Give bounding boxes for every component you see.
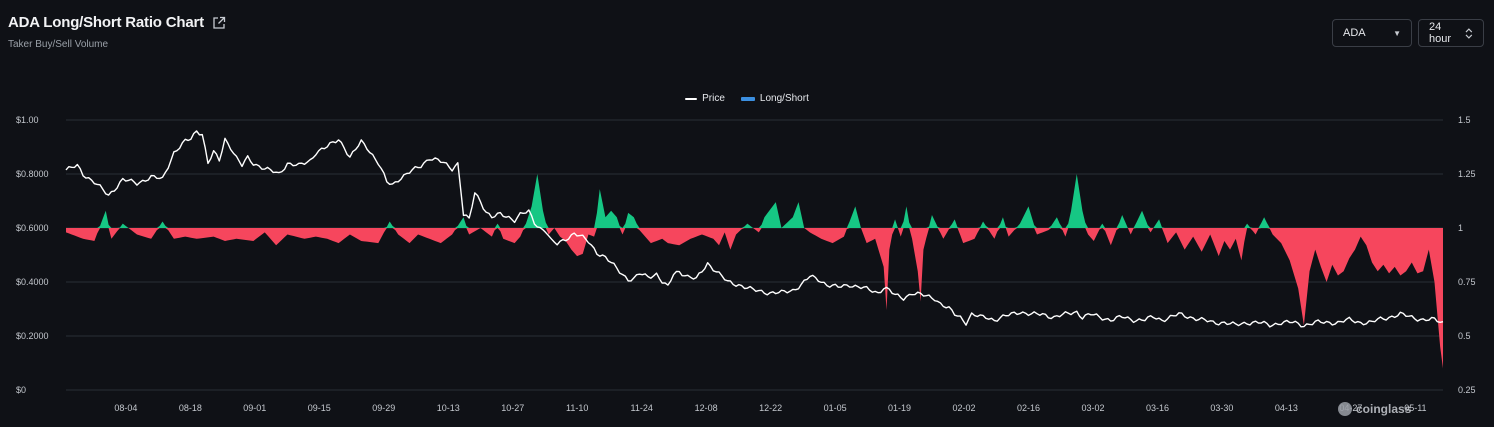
x-tick-label: 09-01 <box>243 403 266 413</box>
x-tick-label: 05-11 <box>1404 403 1426 413</box>
x-tick-label: 02-16 <box>1017 403 1040 413</box>
external-link-icon[interactable] <box>212 16 226 30</box>
legend-price-swatch <box>685 97 698 100</box>
interval-select-value: 24 hour <box>1429 21 1452 45</box>
chart-title: ADA Long/Short Ratio Chart <box>8 14 204 31</box>
short-area <box>66 228 1443 369</box>
y-right-tick-label: 1.5 <box>1458 115 1471 125</box>
price-series <box>65 130 1444 328</box>
x-tick-label: 02-02 <box>953 403 976 413</box>
x-tick-label: 03-30 <box>1210 403 1233 413</box>
caret-down-icon: ▼ <box>1393 28 1401 38</box>
interval-select[interactable]: 24 hour <box>1418 19 1484 47</box>
y-left-tick-label: $0.4000 <box>16 277 49 287</box>
legend-item-long-short[interactable]: Long/Short <box>740 93 809 104</box>
x-axis-ticks: 08-04 08-18 09-01 09-15 09-29 10-13 10-27 11-10… <box>114 403 1426 413</box>
price-line <box>65 130 1444 328</box>
x-tick-label: 03-16 <box>1146 403 1169 413</box>
asset-select[interactable]: ADA ▼ <box>1332 19 1412 47</box>
long-area <box>66 174 1443 228</box>
legend-long-short-label: Long/Short <box>759 93 809 104</box>
x-tick-label: 11-10 <box>566 403 588 413</box>
legend-price-label: Price <box>702 93 725 104</box>
y-left-tick-label: $1.00 <box>16 115 39 125</box>
right-axis-ticks: 0.25 0.5 0.75 1 1.25 1.5 <box>1458 115 1476 395</box>
grid-lines <box>66 119 1443 391</box>
sort-arrows-icon <box>1465 27 1473 39</box>
x-tick-label: 08-04 <box>114 403 137 413</box>
legend-item-price[interactable]: Price <box>685 93 725 104</box>
asset-select-value: ADA <box>1343 27 1366 39</box>
y-right-tick-label: 1.25 <box>1458 169 1476 179</box>
coinglass-logo-icon <box>1338 402 1352 416</box>
left-axis-ticks: $0 $0.2000 $0.4000 $0.6000 $0.8000 $1.00 <box>16 115 49 395</box>
y-right-tick-label: 0.5 <box>1458 331 1471 341</box>
watermark-text: coinglass <box>1356 402 1412 416</box>
long-short-area <box>66 174 1443 369</box>
chart-controls: ADA ▼ 24 hour <box>1332 19 1484 47</box>
x-tick-label: 09-29 <box>372 403 395 413</box>
y-left-tick-label: $0.8000 <box>16 169 49 179</box>
coinglass-watermark: coinglass <box>1338 402 1411 416</box>
x-tick-label: 12-22 <box>759 403 782 413</box>
y-left-tick-label: $0.6000 <box>16 223 49 233</box>
x-tick-label: 01-19 <box>888 403 911 413</box>
chart-legend: Price Long/Short <box>0 93 1494 104</box>
title-row: ADA Long/Short Ratio Chart <box>8 14 226 31</box>
x-tick-label: 04-13 <box>1275 403 1298 413</box>
x-tick-label: 10-27 <box>501 403 524 413</box>
x-tick-label: 12-08 <box>695 403 718 413</box>
y-right-tick-label: 0.75 <box>1458 277 1476 287</box>
y-right-tick-label: 0.25 <box>1458 385 1476 395</box>
x-tick-label: 10-13 <box>437 403 460 413</box>
chart-header: ADA Long/Short Ratio Chart Taker Buy/Sel… <box>8 14 226 50</box>
y-left-tick-label: $0 <box>16 385 26 395</box>
legend-long-short-swatch <box>740 96 755 101</box>
x-tick-label: 09-15 <box>308 403 331 413</box>
y-right-tick-label: 1 <box>1458 223 1463 233</box>
x-tick-label: 03-02 <box>1081 403 1104 413</box>
y-left-tick-label: $0.2000 <box>16 331 49 341</box>
x-tick-label: 08-18 <box>179 403 202 413</box>
x-tick-label: 11-24 <box>630 403 652 413</box>
chart-subtitle: Taker Buy/Sell Volume <box>8 39 109 50</box>
x-tick-label: 01-05 <box>824 403 847 413</box>
